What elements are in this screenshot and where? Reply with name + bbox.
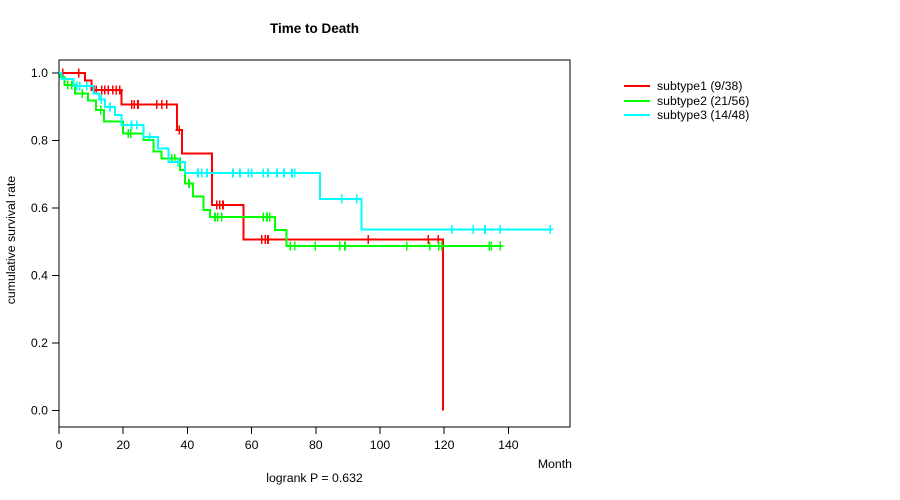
survival-curve-subtype2 [59, 72, 502, 248]
y-axis-label: cumulative survival rate [4, 175, 18, 305]
y-tick-label: 0.6 [31, 201, 48, 215]
plot-box [58, 59, 571, 428]
legend-item: subtype2 (21/56) [624, 93, 750, 108]
y-tick-label: 0.8 [31, 134, 48, 148]
x-tick-label: 40 [181, 438, 195, 452]
x-tick-label: 20 [116, 438, 130, 452]
x-tick-label: 140 [498, 438, 519, 452]
survival-curve-subtype3 [59, 72, 552, 231]
legend-line-subtype2 [624, 99, 650, 102]
chart-title: Time to Death [269, 21, 359, 36]
legend: subtype1 (9/38) subtype2 (21/56) subtype… [624, 79, 749, 122]
legend-line-subtype1 [624, 85, 650, 88]
y-tick-label: 0.4 [31, 269, 48, 283]
x-tick-label: 120 [434, 438, 455, 452]
x-axis-label: Month [537, 457, 572, 471]
y-tick-label: 0.0 [31, 404, 48, 418]
logrank-footnote: logrank P = 0.632 [266, 471, 363, 485]
legend-label-subtype1: subtype1 (9/38) [657, 79, 743, 94]
legend-line-subtype3 [624, 113, 650, 116]
x-tick-label: 80 [309, 438, 323, 452]
survival-curve-subtype1 [59, 72, 444, 411]
y-tick-label: 1.0 [31, 66, 48, 80]
legend-label-subtype3: subtype3 (14/48) [657, 107, 750, 122]
x-tick-label: 0 [56, 438, 63, 452]
legend-item: subtype1 (9/38) [624, 79, 749, 93]
legend-item: subtype3 (14/48) [624, 108, 749, 122]
y-tick-label: 0.2 [31, 336, 48, 350]
x-tick-label: 100 [370, 438, 391, 452]
legend-label-subtype2: subtype2 (21/56) [657, 93, 750, 108]
x-tick-label: 60 [245, 438, 259, 452]
